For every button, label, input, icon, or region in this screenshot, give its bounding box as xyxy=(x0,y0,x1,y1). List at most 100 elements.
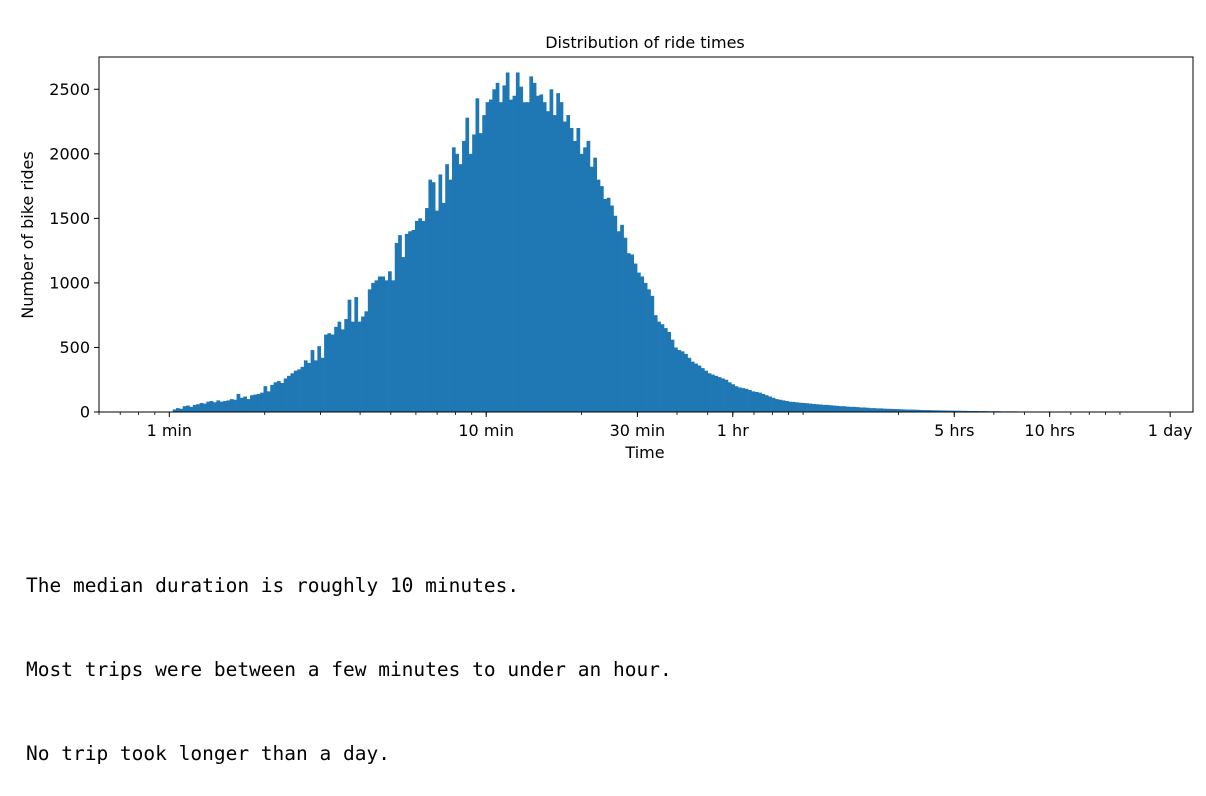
histogram-bar xyxy=(587,141,591,412)
histogram-bar xyxy=(701,368,705,412)
histogram-bar xyxy=(613,216,617,412)
histogram-bar xyxy=(381,276,385,412)
histogram-bar xyxy=(778,400,782,412)
histogram-bar xyxy=(405,234,409,412)
histogram-bar xyxy=(698,366,702,412)
histogram-bar xyxy=(442,203,446,412)
histogram-bar xyxy=(836,406,840,412)
histogram-bar xyxy=(361,316,365,412)
histogram-bar xyxy=(395,243,399,412)
histogram-bar xyxy=(825,405,829,412)
y-tick-label: 500 xyxy=(59,338,90,357)
histogram-bar xyxy=(647,289,651,412)
histogram-bar xyxy=(304,360,308,412)
histogram-bar xyxy=(630,255,634,412)
histogram-bar xyxy=(341,329,345,412)
histogram-bar xyxy=(590,167,594,412)
histogram-bar xyxy=(644,283,648,412)
histogram-bar xyxy=(354,297,358,412)
histogram-bar xyxy=(583,147,587,412)
histogram-bar xyxy=(317,346,321,412)
conclusion-notes: The median duration is roughly 10 minute… xyxy=(26,516,672,796)
histogram-bar xyxy=(469,154,473,412)
histogram-chart: Distribution of ride times 0500100015002… xyxy=(0,0,1206,500)
histogram-bar xyxy=(398,235,402,412)
histogram-bar xyxy=(183,406,187,412)
histogram-bar xyxy=(371,283,375,412)
histogram-bar xyxy=(348,300,352,412)
histogram-bar xyxy=(600,186,604,412)
histogram-bar xyxy=(186,406,190,412)
histogram-bar xyxy=(220,402,224,412)
histogram-bar xyxy=(745,389,749,412)
histogram-bar xyxy=(509,100,513,412)
histogram-bar xyxy=(671,340,675,412)
histogram-bar xyxy=(762,394,766,412)
histogram-bar xyxy=(627,253,631,412)
histogram-bar xyxy=(274,382,278,412)
histogram-bar xyxy=(772,398,776,412)
histogram-bar xyxy=(876,408,880,412)
histogram-bar xyxy=(852,407,856,412)
histogram-bar xyxy=(368,289,372,412)
histogram-bar xyxy=(667,332,671,412)
histogram-bar xyxy=(866,408,870,412)
histogram-bar xyxy=(240,398,244,412)
histogram-bar xyxy=(704,371,708,412)
histogram-bar xyxy=(603,199,607,412)
histogram-bar xyxy=(459,164,463,412)
histogram-bar xyxy=(206,402,210,412)
histogram-bar xyxy=(839,406,843,412)
histogram-bar xyxy=(556,93,560,412)
histogram-bar xyxy=(795,402,799,412)
histogram-bar xyxy=(664,328,668,412)
histogram-bar xyxy=(344,319,348,412)
histogram-bar xyxy=(533,83,537,412)
histogram-bar xyxy=(216,400,220,412)
histogram-bar xyxy=(492,89,496,412)
histogram-bar xyxy=(751,391,755,412)
x-tick-label: 10 min xyxy=(458,421,514,440)
histogram-bar xyxy=(189,407,193,412)
histogram-bar xyxy=(546,111,550,412)
histogram-bar xyxy=(408,231,412,412)
histogram-bar xyxy=(516,72,520,412)
histogram-bar xyxy=(334,327,338,412)
histogram-bar xyxy=(526,102,530,412)
histogram-bar xyxy=(637,273,641,412)
y-tick-label: 2500 xyxy=(49,80,90,99)
histogram-bar xyxy=(819,405,823,412)
histogram-bar xyxy=(213,402,217,412)
histogram-bar xyxy=(650,296,654,412)
histogram-bar xyxy=(728,382,732,412)
histogram-bar xyxy=(327,333,331,412)
histogram-bar xyxy=(321,358,325,412)
histogram-bar xyxy=(529,76,533,412)
histogram-bar xyxy=(523,102,527,412)
histogram-bar xyxy=(287,376,291,412)
x-tick-label: 30 min xyxy=(610,421,666,440)
histogram-bar xyxy=(829,405,833,412)
histogram-bar xyxy=(768,397,772,412)
histogram-bar xyxy=(243,397,247,412)
histogram-bar xyxy=(785,401,789,412)
x-tick-label: 1 min xyxy=(147,421,192,440)
x-tick-label: 1 day xyxy=(1148,421,1193,440)
histogram-bar xyxy=(284,378,288,412)
histogram-bar xyxy=(566,115,570,412)
histogram-bar xyxy=(193,405,197,412)
histogram-bar xyxy=(294,371,298,412)
histogram-bar xyxy=(560,102,564,412)
histogram-bar xyxy=(688,358,692,412)
histogram-bar xyxy=(677,350,681,412)
histogram-bar xyxy=(714,376,718,412)
histogram-bar xyxy=(455,154,459,412)
histogram-bar xyxy=(775,399,779,412)
histogram-bar xyxy=(267,391,271,412)
histogram-bar xyxy=(385,280,389,412)
histogram-bar xyxy=(519,87,523,412)
histogram-bar xyxy=(580,154,584,412)
histogram-bar xyxy=(311,350,315,412)
histogram-bar xyxy=(802,403,806,412)
